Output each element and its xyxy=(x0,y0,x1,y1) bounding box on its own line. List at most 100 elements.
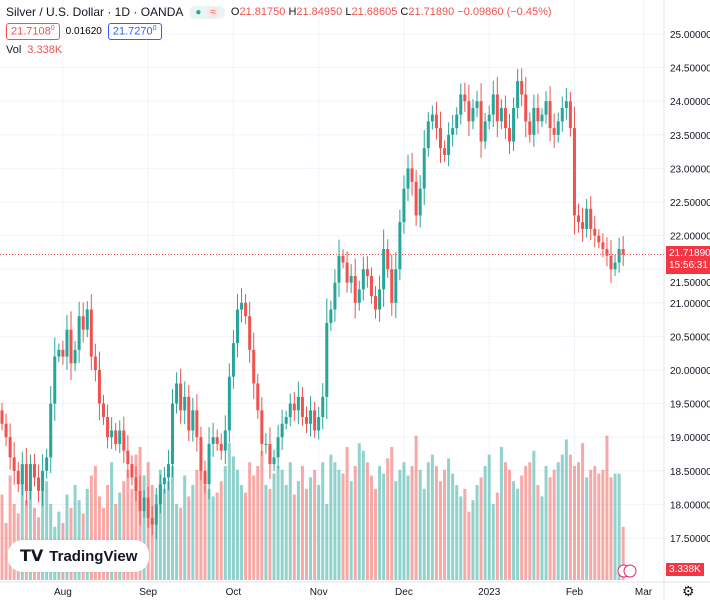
candle-body xyxy=(353,275,357,303)
sell-button[interactable]: 21.71080 xyxy=(6,23,60,40)
candle-body xyxy=(240,302,244,310)
y-tick-label: 21.00000 xyxy=(670,299,710,310)
candle-body xyxy=(268,443,272,465)
tradingview-logo[interactable]: 𝗧𝗩 TradingView xyxy=(8,540,150,572)
y-tick-label: 24.00000 xyxy=(670,97,710,108)
volume-bar xyxy=(430,454,434,580)
market-status[interactable]: ● ≈ xyxy=(189,5,225,19)
candle-body xyxy=(532,107,536,135)
volume-bar xyxy=(353,466,357,580)
y-tick-label: 18.00000 xyxy=(670,500,710,511)
buy-button[interactable]: 21.72700 xyxy=(107,23,162,40)
candle-body xyxy=(560,107,564,122)
volume-tag: 3.338K xyxy=(666,563,704,576)
candle-body xyxy=(166,464,170,478)
y-tick-label: 20.50000 xyxy=(670,332,710,343)
volume-bar xyxy=(483,466,487,580)
candle-body xyxy=(508,128,511,142)
y-tick-label: 22.50000 xyxy=(670,198,710,209)
y-tick-label: 25.00000 xyxy=(670,30,710,41)
volume-bar xyxy=(85,488,89,580)
candle-body xyxy=(272,457,276,465)
candle-body xyxy=(114,430,118,444)
candle-body xyxy=(459,94,463,115)
candle-body xyxy=(175,383,179,404)
candle-body xyxy=(280,423,284,438)
candle-body xyxy=(41,470,45,491)
candle-body xyxy=(349,275,353,283)
volume-bar xyxy=(593,466,597,580)
candle-body xyxy=(479,101,483,142)
volume-bar xyxy=(382,473,386,580)
candle-body xyxy=(4,423,8,438)
x-tick-label: Feb xyxy=(566,587,584,598)
candle-body xyxy=(520,81,524,95)
tv-logo-icon: 𝗧𝗩 xyxy=(20,548,44,565)
candle-body xyxy=(24,464,28,491)
volume-bar xyxy=(345,447,349,580)
spread: 0.01620 xyxy=(65,25,102,37)
candle-body xyxy=(536,107,540,122)
candle-body xyxy=(528,121,532,135)
candle-body xyxy=(235,309,239,344)
candle-body xyxy=(512,107,516,142)
volume-bar xyxy=(589,469,593,580)
candle-body xyxy=(288,403,292,418)
candle-body xyxy=(102,403,105,418)
candle-body xyxy=(142,497,146,512)
volume-bar xyxy=(357,443,361,580)
y-tick-label: 23.00000 xyxy=(670,164,710,175)
volume-bar xyxy=(422,488,426,580)
volume-bar xyxy=(361,450,365,580)
volume-bar xyxy=(459,496,463,580)
bid-ask-row: 21.71080 0.01620 21.72700 xyxy=(6,23,162,40)
price-axis xyxy=(664,0,710,600)
volume-bar xyxy=(471,500,475,580)
candle-body xyxy=(248,316,252,350)
ohlc-values: O21.81750 H21.84950 L21.68605 C21.71890 … xyxy=(230,6,552,18)
volume-bar xyxy=(187,496,191,580)
candle-body xyxy=(134,477,138,491)
settings-gear-icon[interactable]: ⚙ xyxy=(682,583,695,599)
volume-bar xyxy=(260,450,264,580)
volume-bar xyxy=(256,466,260,580)
volume-bar xyxy=(122,481,126,580)
candle-body xyxy=(57,349,61,357)
volume-bar xyxy=(617,473,621,580)
candle-body xyxy=(195,410,199,438)
volume-bar xyxy=(512,481,516,580)
candle-body xyxy=(49,403,53,458)
candle-body xyxy=(77,316,81,350)
volume-bar xyxy=(231,456,235,580)
volume-bar xyxy=(268,488,272,580)
volume-bar xyxy=(219,481,223,580)
volume-bar xyxy=(4,523,8,580)
volume-bar xyxy=(93,466,97,580)
candle-body xyxy=(418,188,422,216)
candle-body xyxy=(32,464,36,478)
y-tick-label: 19.50000 xyxy=(670,400,710,411)
candle-body xyxy=(548,101,552,129)
candle-body xyxy=(138,490,142,512)
candle-body xyxy=(605,249,609,256)
candle-body xyxy=(300,396,304,418)
candle-body xyxy=(16,470,20,485)
volume-bar xyxy=(406,475,410,580)
candle-body xyxy=(264,443,268,445)
volume-bar xyxy=(438,481,442,580)
candle-body xyxy=(329,309,333,323)
candle-body xyxy=(126,450,130,465)
candle-body xyxy=(231,343,235,377)
volume-bar xyxy=(520,475,524,580)
y-tick-label: 20.00000 xyxy=(670,366,710,377)
volume-bar xyxy=(390,447,394,580)
last-price-tag: 21.71890 15:56:31 xyxy=(666,246,710,274)
candle-body xyxy=(0,410,4,424)
candle-body xyxy=(374,296,378,310)
volume-bar xyxy=(142,475,146,580)
symbol-title[interactable]: Silver / U.S. Dollar · 1D · OANDA xyxy=(6,5,184,19)
volume-bar xyxy=(341,473,345,580)
candle-body xyxy=(93,356,97,370)
volume-bar xyxy=(8,475,12,580)
